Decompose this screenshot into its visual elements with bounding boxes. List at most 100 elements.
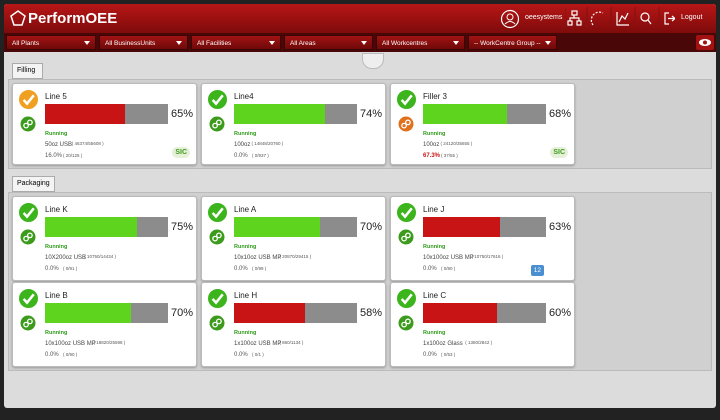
status-icon — [18, 202, 39, 223]
count: ( 46374/55608 ) — [71, 141, 104, 146]
status-text: Running — [423, 131, 446, 137]
product: 100oz — [234, 142, 251, 148]
scrap: 0.0% — [234, 266, 248, 272]
status-icon — [207, 288, 228, 309]
count: ( 24120/35655 ) — [440, 141, 473, 146]
link-icon — [20, 229, 36, 245]
scrap-count: ( 37/55 ) — [441, 153, 458, 158]
line-card[interactable]: Line C 60% Running 1x100oz Glass( 1360/2842… — [390, 282, 575, 367]
toolbar-icons — [565, 7, 675, 30]
status-icon — [396, 89, 417, 110]
scrap: 16.0% — [45, 153, 63, 159]
section-tab[interactable]: Packaging66% — [12, 176, 55, 203]
line-card[interactable]: Line 5 65% Running 50oz USB( 46374/55608 ) 1… — [12, 83, 197, 165]
scrap: 0.0% — [45, 352, 59, 358]
scrap-count: ( 0/91 ) — [63, 266, 78, 271]
badge[interactable]: SIC — [550, 147, 568, 158]
oee-bar — [423, 104, 507, 124]
line-name: Line 5 — [45, 92, 67, 101]
count: ( 18820/25598 ) — [93, 340, 126, 345]
logout[interactable]: Logout — [681, 14, 703, 21]
section-name: Filling — [17, 67, 36, 74]
product: 10x10oz USB MP — [234, 255, 282, 261]
scrap: 0.0% — [423, 266, 437, 272]
link-icon — [20, 116, 36, 132]
line-card[interactable]: Line K 75% Running 10X200oz USB( 10750/1443… — [12, 196, 197, 281]
count: ( 860/1134 ) — [279, 340, 304, 345]
filter-dropdown[interactable]: -- WorkCentre Group -- — [468, 35, 557, 50]
line-card[interactable]: Line J 63% Running 10x100oz USB MP( 10750/1… — [390, 196, 575, 281]
scrap-count: ( 0/90 ) — [63, 352, 78, 357]
scrap-count: ( 20/125 ) — [63, 153, 83, 158]
brand: PerformOEE — [28, 10, 118, 27]
link-icon — [398, 229, 414, 245]
filter-dropdown[interactable]: All BusinessUnits — [99, 35, 188, 50]
oee-bar — [45, 104, 125, 124]
filter-dropdown[interactable]: All Workcentres — [376, 35, 465, 50]
line-card[interactable]: Line A 70% Running 10x10oz USB MP( 20870/29… — [201, 196, 386, 281]
product: 10x100oz USB MP — [423, 255, 474, 261]
link-icon — [398, 315, 414, 331]
oee-label: 75% — [171, 221, 194, 233]
count: ( 20870/29415 ) — [279, 254, 312, 259]
user-icon[interactable] — [500, 9, 520, 29]
user-name[interactable]: oeesystems — [525, 14, 563, 21]
line-card[interactable]: Line B 70% Running 10x100oz USB MP( 18820/2… — [12, 282, 197, 367]
oee-bar — [45, 217, 138, 237]
section-tab[interactable]: Filling68% — [12, 63, 44, 90]
status-text: Running — [423, 244, 446, 250]
status-icon — [207, 202, 228, 223]
header: PerformOEE oeesystems Logout — [4, 4, 716, 33]
oee-bar — [234, 104, 326, 124]
link-icon — [209, 229, 225, 245]
oee-bar — [234, 303, 306, 323]
count: ( 14848/20760 ) — [251, 141, 284, 146]
line-card[interactable]: Line H 58% Running 1x100oz USB MP( 860/1134… — [201, 282, 386, 367]
filter-dropdown[interactable]: All Plants — [6, 35, 96, 50]
line-name: Line J — [423, 205, 445, 214]
scrap-count: ( 0/80 ) — [441, 266, 456, 271]
badge[interactable]: 12 — [530, 265, 544, 276]
status-icon — [18, 288, 39, 309]
line-card[interactable]: Line4 74% Running 100oz( 14848/20760 ) 0.0% (… — [201, 83, 386, 165]
scrap: 0.0% — [423, 352, 437, 358]
line-name: Line C — [423, 291, 447, 300]
status-text: Running — [234, 131, 257, 137]
status-icon — [18, 89, 39, 110]
line-name: Line K — [45, 205, 68, 214]
oee-label: 74% — [360, 108, 383, 120]
status-text: Running — [234, 244, 257, 250]
scrap: 0.0% — [45, 266, 59, 272]
count: ( 1360/2842 ) — [465, 340, 493, 345]
product: 100oz — [423, 142, 440, 148]
oee-bar — [423, 303, 497, 323]
filter-dropdown[interactable]: All Facilities — [191, 35, 281, 50]
collapse-handle[interactable] — [362, 53, 384, 69]
line-card[interactable]: Filler 3 68% Running 100oz( 24120/35655 ) 67… — [390, 83, 575, 165]
status-text: Running — [45, 131, 68, 137]
status-text: Running — [45, 244, 68, 250]
status-text: Running — [45, 330, 68, 336]
filter-dropdown[interactable]: All Areas — [284, 35, 373, 50]
scrap: 67.3% — [423, 153, 441, 159]
filter-bar: All Plants All BusinessUnits All Facilitie… — [4, 33, 716, 52]
link-icon — [398, 116, 414, 132]
oee-label: 58% — [360, 307, 383, 319]
product: 1x100oz Glass — [423, 341, 463, 347]
oee-bar — [234, 217, 321, 237]
scrap-count: ( 0/1 ) — [252, 352, 264, 357]
line-name: Line4 — [234, 92, 254, 101]
oee-bar — [45, 303, 132, 323]
eye-button[interactable] — [696, 35, 714, 50]
product: 50oz USB — [45, 142, 73, 148]
link-icon — [209, 315, 225, 331]
badge[interactable]: SIC — [172, 147, 190, 158]
scrap-count: ( 0/99 ) — [252, 266, 267, 271]
scrap-count: ( 0/53 ) — [441, 352, 456, 357]
count: ( 10750/14434 ) — [84, 254, 116, 259]
product: 10X200oz USB — [45, 255, 87, 261]
status-text: Running — [234, 330, 257, 336]
oee-label: 65% — [171, 108, 194, 120]
oee-bar — [423, 217, 501, 237]
